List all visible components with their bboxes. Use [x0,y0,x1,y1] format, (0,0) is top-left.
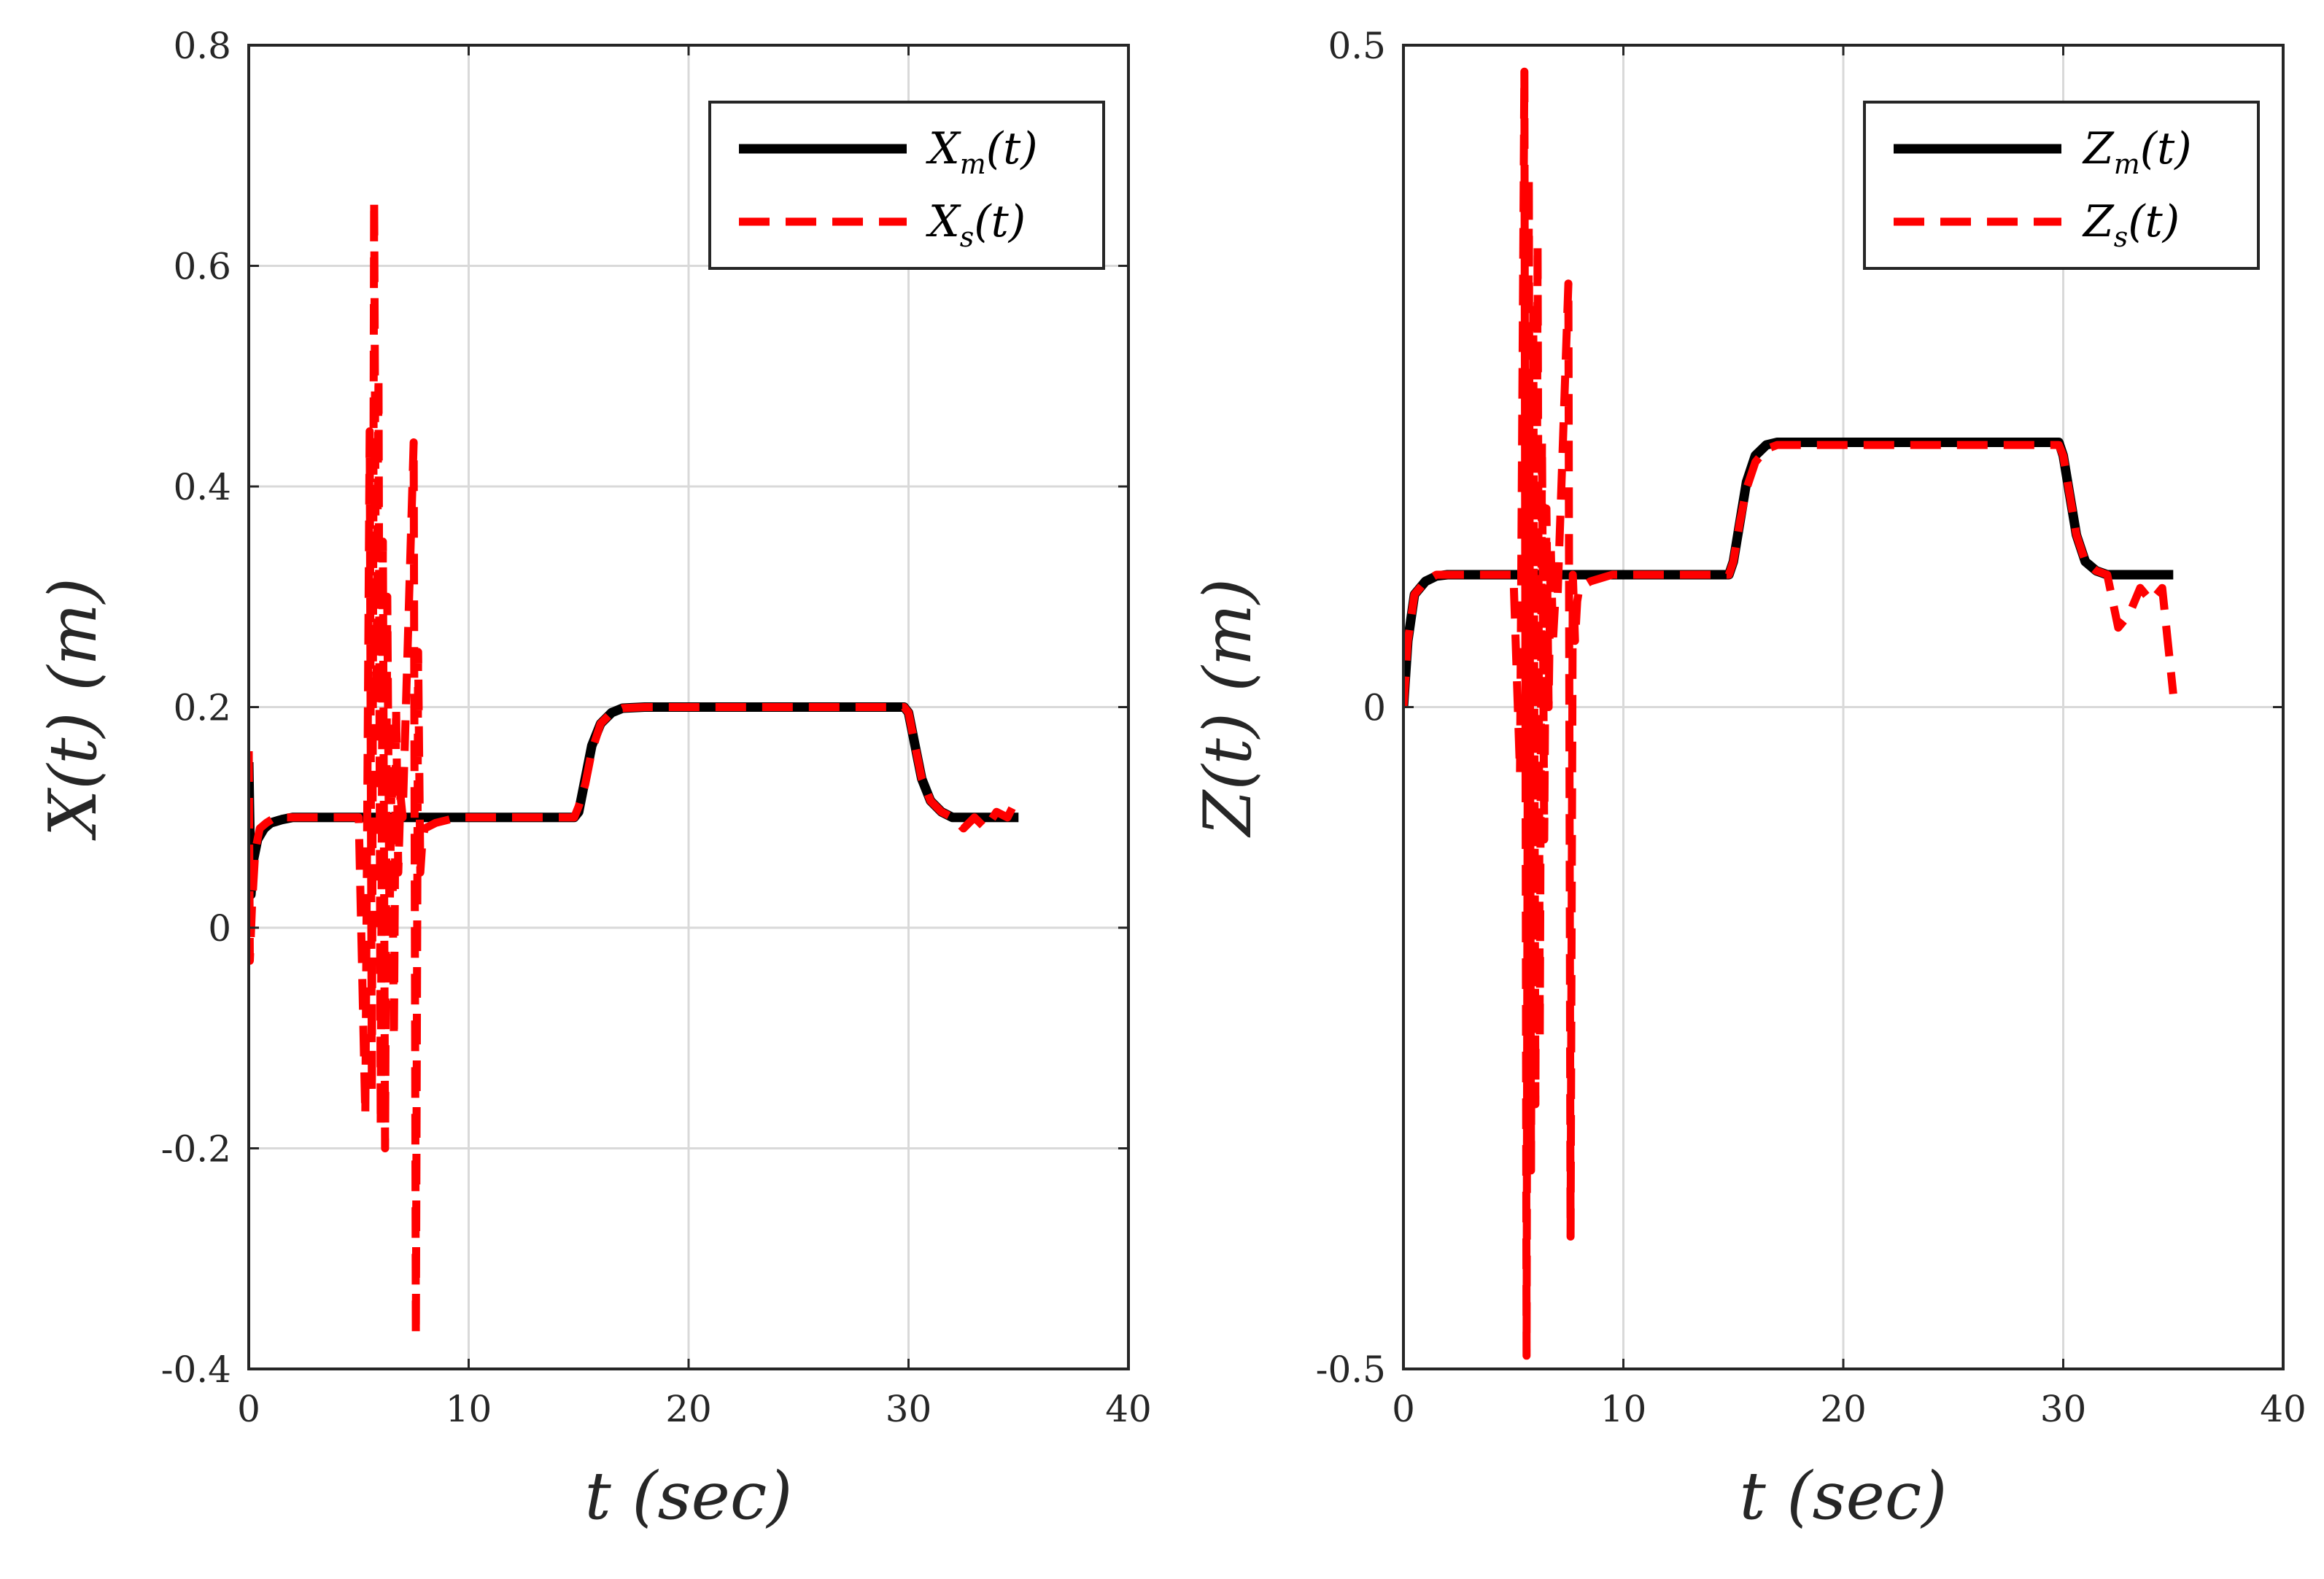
y-tick-label: 0.6 [173,246,231,288]
legend-label-base: X [926,196,961,247]
y-tick-label: 0.5 [1328,25,1386,67]
x-axis-label: t (sec) [1740,1458,1948,1535]
y-tick-label: 0 [1363,687,1386,729]
x-tick-label: 20 [665,1388,712,1430]
y-tick-label: 0.4 [173,466,231,508]
chart-z-position: 0 10 20 30 40-0.500.5 t (sec) Z(t) (m) Zm(t)… [1190,25,2306,1535]
series-group [1403,67,2177,1360]
x-axis-label: t (sec) [585,1458,793,1535]
series-line-slave [1403,67,2177,1360]
legend-label: Zs(t) [2082,196,2180,253]
legend-label-suffix: (t) [2128,196,2180,247]
y-tick-label: 0.8 [173,25,231,67]
x-tick-label: 40 [2260,1388,2306,1430]
series-clip [249,195,1023,1341]
legend-label: Xs(t) [926,196,1026,253]
y-tick-label: 0.2 [173,687,231,729]
y-tick-label: -0.4 [161,1349,231,1391]
legend-label-suffix: (t) [986,123,1038,174]
series-line-slave [249,195,1023,1341]
legend: Xm(t)Xs(t) [708,101,1105,270]
legend-label-subscript: m [960,148,986,180]
legend-label-suffix: (t) [974,196,1026,247]
legend-label-subscript: s [2114,221,2129,253]
y-tick-label: 0 [208,907,231,950]
legend-label-suffix: (t) [2140,123,2192,174]
x-tick-label: 30 [2040,1388,2087,1430]
legend-box [1863,101,2260,270]
y-tick-label: -0.5 [1316,1349,1386,1391]
series-clip [1403,67,2177,1360]
y-axis-label: Z(t) (m) [1190,578,1266,838]
legend-label-base: X [926,123,961,174]
x-tick-label: 40 [1105,1388,1152,1430]
y-tick-label: -0.2 [161,1128,231,1171]
legend-label: Xm(t) [926,123,1038,180]
x-tick-label: 10 [1600,1388,1647,1430]
ticks: 0 10 20 30 40 -0.4 -0.2 0 0.2 0.4 0.6 0.8 [161,25,1152,1430]
x-tick-label: 30 [886,1388,932,1430]
x-tick-label: 20 [1820,1388,1867,1430]
series-group [249,195,1023,1341]
chart-x-position: 0 10 20 30 40 -0.4 -0.2 0 0.2 0.4 0.6 0.8 t (sec) X… [35,25,1152,1535]
legend-label-base: Z [2082,123,2115,174]
y-axis-label: X(t) (m) [35,578,112,841]
x-tick-label: 0 [1392,1388,1415,1430]
legend: Zm(t)Zs(t) [1863,101,2260,270]
legend-box [708,101,1105,270]
x-tick-label: 0 [237,1388,260,1430]
legend-label-subscript: s [960,221,975,253]
legend-label-base: Z [2082,196,2115,247]
legend-label-subscript: m [2114,148,2140,180]
x-tick-label: 10 [446,1388,492,1430]
legend-label: Zm(t) [2082,123,2192,180]
ticks: 0 10 20 30 40-0.500.5 [1316,25,2306,1430]
